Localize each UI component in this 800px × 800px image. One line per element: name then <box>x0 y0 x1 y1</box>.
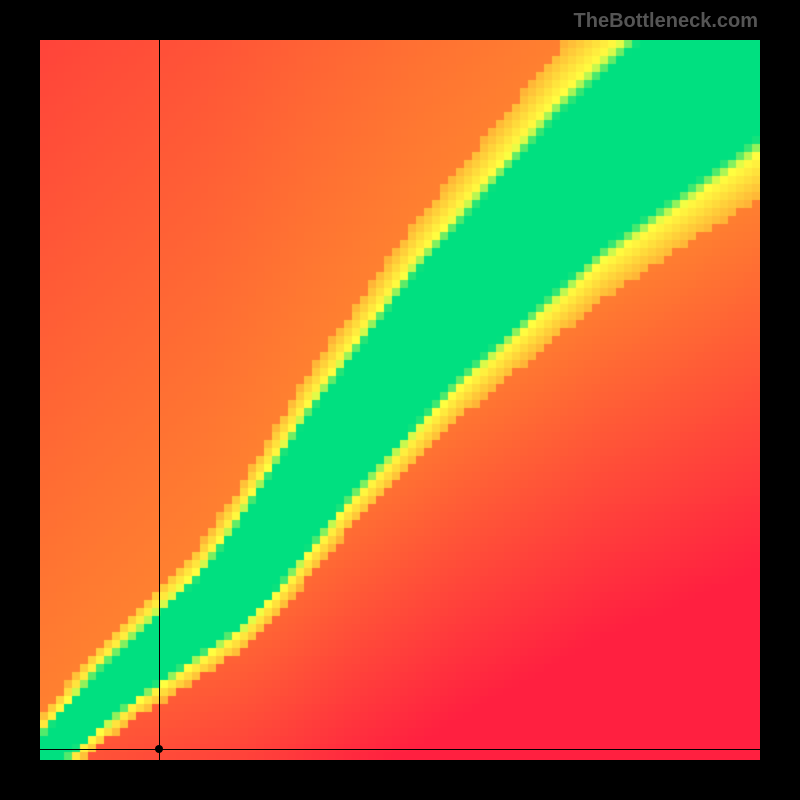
marker-point <box>155 745 163 753</box>
watermark-text: TheBottleneck.com <box>574 10 758 33</box>
heatmap-canvas <box>40 40 760 760</box>
crosshair-vertical <box>159 40 160 760</box>
heatmap-plot-area <box>40 40 760 760</box>
crosshair-horizontal <box>40 749 760 750</box>
